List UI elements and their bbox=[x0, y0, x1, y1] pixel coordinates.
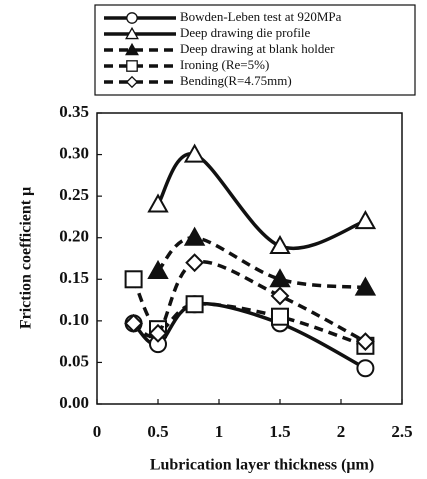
data-point bbox=[354, 210, 377, 230]
data-point bbox=[354, 276, 377, 296]
y-tick-label: 0.35 bbox=[59, 102, 89, 121]
y-axis-label: Friction coefficient μ bbox=[18, 187, 35, 329]
legend-marker bbox=[126, 12, 138, 24]
data-point bbox=[269, 268, 291, 288]
legend-marker bbox=[125, 42, 139, 56]
y-tick-label: 0.10 bbox=[59, 310, 89, 329]
data-point bbox=[147, 259, 169, 279]
data-point bbox=[185, 295, 204, 314]
y-tick-label: 0.00 bbox=[59, 393, 89, 412]
data-point bbox=[270, 286, 290, 306]
legend-label: Bowden-Leben test at 920MPa bbox=[180, 9, 342, 24]
legend-marker bbox=[125, 75, 139, 89]
legend-label: Bending(R=4.75mm) bbox=[180, 73, 292, 88]
legend-marker bbox=[126, 60, 138, 72]
data-point bbox=[183, 226, 206, 246]
legend-label: Deep drawing at blank holder bbox=[180, 41, 335, 56]
data-point bbox=[147, 193, 169, 213]
data-point bbox=[356, 359, 375, 378]
data-point bbox=[269, 234, 291, 255]
x-tick-label: 0.5 bbox=[147, 422, 168, 441]
x-tick-label: 2 bbox=[337, 422, 346, 441]
y-tick-label: 0.30 bbox=[59, 143, 89, 162]
data-point bbox=[271, 307, 289, 326]
data-point bbox=[355, 332, 375, 352]
y-tick-label: 0.20 bbox=[59, 227, 89, 246]
data-point bbox=[124, 270, 143, 289]
x-tick-label: 1.5 bbox=[269, 422, 290, 441]
series-line bbox=[156, 235, 366, 290]
x-tick-label: 0 bbox=[93, 422, 102, 441]
data-point bbox=[148, 323, 168, 343]
y-tick-label: 0.25 bbox=[59, 185, 89, 204]
y-tick-label: 0.15 bbox=[59, 268, 89, 287]
data-point bbox=[185, 253, 205, 273]
series-line bbox=[156, 152, 367, 250]
legend-label: Ironing (Re=5%) bbox=[180, 57, 269, 72]
data-point bbox=[183, 143, 206, 163]
x-tick-label: 1 bbox=[215, 422, 224, 441]
data-point bbox=[124, 313, 144, 333]
x-tick-label: 2.5 bbox=[391, 422, 412, 441]
legend-label: Deep drawing die profile bbox=[180, 25, 311, 40]
legend-box bbox=[94, 4, 416, 96]
plot-frame bbox=[96, 112, 403, 405]
x-axis-label: Lubrication layer thickness (μm) bbox=[150, 457, 374, 474]
y-tick-label: 0.05 bbox=[59, 351, 89, 370]
legend-marker bbox=[125, 26, 139, 40]
